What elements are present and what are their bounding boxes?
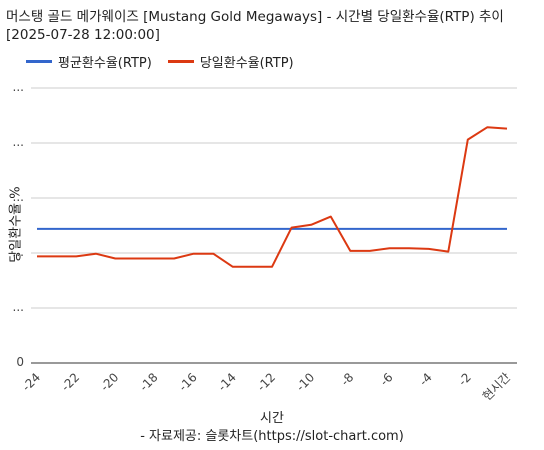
x-tick-label: 현시간 xyxy=(480,370,513,403)
chart-title: 머스탱 골드 메가웨이즈 [Mustang Gold Megaways] - 시… xyxy=(6,9,504,43)
y-tick-label: ... xyxy=(13,245,24,259)
x-tick-label: -8 xyxy=(338,370,356,388)
y-tick-label: 0 xyxy=(16,355,24,369)
x-tick-label: -4 xyxy=(416,370,434,388)
x-tick-label: -10 xyxy=(294,370,318,394)
y-tick-label: ... xyxy=(13,190,24,204)
x-tick-label: -12 xyxy=(254,370,278,394)
x-tick-label: -20 xyxy=(98,370,122,394)
x-tick-label: -6 xyxy=(377,370,395,388)
legend-label-daily: 당일환수율(RTP) xyxy=(199,55,294,71)
x-tick-label: -24 xyxy=(19,370,43,394)
x-axis-label: 시간 xyxy=(260,411,284,426)
y-tick-label: ... xyxy=(13,300,24,314)
x-tick-label: -14 xyxy=(215,370,239,394)
legend-item-average[interactable]: 평균환수율(RTP) xyxy=(26,52,152,71)
x-tick-label: -18 xyxy=(137,370,161,394)
x-tick-label: -22 xyxy=(59,370,83,394)
legend: 평균환수율(RTP) 당일환수율(RTP) xyxy=(26,52,310,71)
x-tick-label: -2 xyxy=(456,370,474,388)
y-tick-label: ... xyxy=(13,80,24,94)
legend-label-average: 평균환수율(RTP) xyxy=(58,55,152,71)
legend-swatch-average xyxy=(26,59,52,63)
y-axis-label: 당일환수율 % xyxy=(8,186,24,263)
x-tick-label: -16 xyxy=(176,370,200,394)
legend-item-daily[interactable]: 당일환수율(RTP) xyxy=(167,52,294,71)
legend-swatch-daily xyxy=(167,59,194,63)
source-credit: - 자료제공: 슬롯차트(https://slot-chart.com) xyxy=(140,429,404,444)
y-tick-label: ... xyxy=(13,135,24,149)
series-line-daily xyxy=(37,126,508,268)
